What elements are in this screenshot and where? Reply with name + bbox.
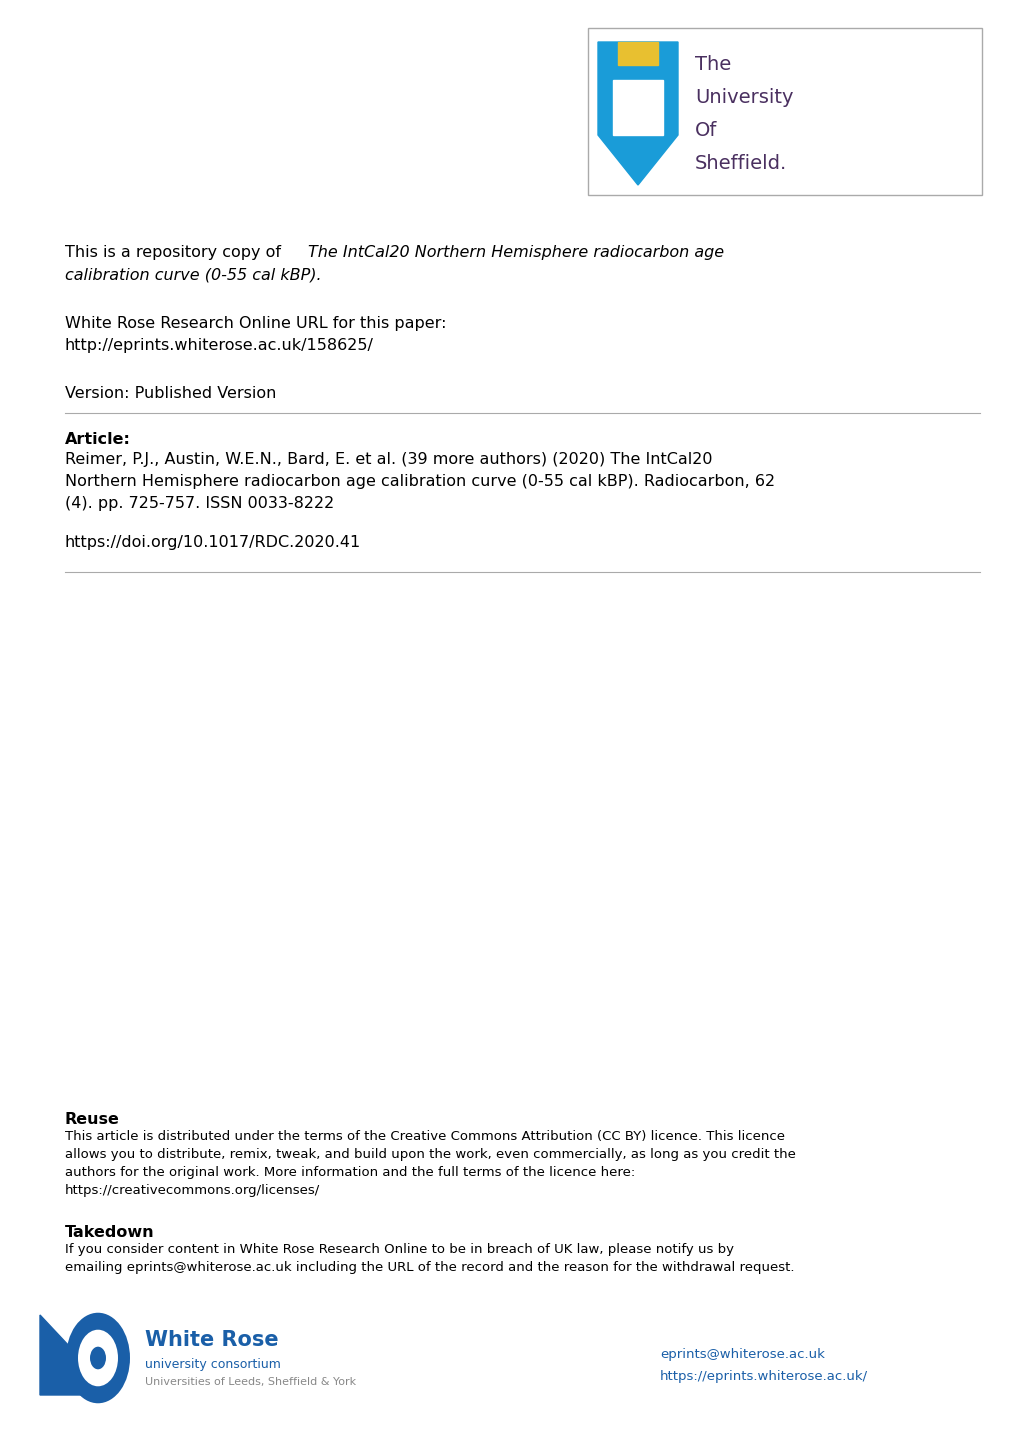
Text: http://eprints.whiterose.ac.uk/158625/: http://eprints.whiterose.ac.uk/158625/	[65, 338, 374, 354]
Text: The IntCal20 Northern Hemisphere radiocarbon age: The IntCal20 Northern Hemisphere radioca…	[308, 245, 723, 260]
Text: https://eprints.whiterose.ac.uk/: https://eprints.whiterose.ac.uk/	[659, 1369, 867, 1382]
Text: White Rose Research Online URL for this paper:: White Rose Research Online URL for this …	[65, 316, 446, 330]
Text: This article is distributed under the terms of the Creative Commons Attribution : This article is distributed under the te…	[65, 1130, 785, 1143]
Text: calibration curve (0-55 cal kBP).: calibration curve (0-55 cal kBP).	[65, 268, 321, 283]
Polygon shape	[618, 42, 657, 65]
Text: (4). pp. 725-757. ISSN 0033-8222: (4). pp. 725-757. ISSN 0033-8222	[65, 496, 334, 511]
Circle shape	[66, 1313, 129, 1403]
Text: https://doi.org/10.1017/RDC.2020.41: https://doi.org/10.1017/RDC.2020.41	[65, 535, 361, 550]
Text: Sheffield.: Sheffield.	[694, 154, 787, 173]
Text: allows you to distribute, remix, tweak, and build upon the work, even commercial: allows you to distribute, remix, tweak, …	[65, 1149, 795, 1162]
Text: Of: Of	[694, 121, 716, 140]
Polygon shape	[40, 1315, 115, 1395]
Text: If you consider content in White Rose Research Online to be in breach of UK law,: If you consider content in White Rose Re…	[65, 1242, 734, 1255]
Text: Universities of Leeds, Sheffield & York: Universities of Leeds, Sheffield & York	[145, 1377, 356, 1387]
Text: White Rose: White Rose	[145, 1330, 278, 1351]
Circle shape	[77, 1329, 118, 1387]
Text: University: University	[694, 88, 793, 107]
Text: university consortium: university consortium	[145, 1358, 280, 1371]
Bar	[587, 27, 981, 195]
Text: Article:: Article:	[65, 431, 130, 447]
Text: Version: Published Version: Version: Published Version	[65, 385, 276, 401]
Text: Northern Hemisphere radiocarbon age calibration curve (0-55 cal kBP). Radiocarbo: Northern Hemisphere radiocarbon age cali…	[65, 473, 774, 489]
Text: Takedown: Takedown	[65, 1225, 155, 1240]
Text: eprints@whiterose.ac.uk: eprints@whiterose.ac.uk	[659, 1348, 824, 1361]
Text: Reimer, P.J., Austin, W.E.N., Bard, E. et al. (39 more authors) (2020) The IntCa: Reimer, P.J., Austin, W.E.N., Bard, E. e…	[65, 452, 712, 468]
Text: emailing eprints@whiterose.ac.uk including the URL of the record and the reason : emailing eprints@whiterose.ac.uk includi…	[65, 1261, 794, 1274]
Polygon shape	[612, 79, 662, 136]
Text: The: The	[694, 55, 731, 74]
Circle shape	[90, 1346, 106, 1369]
Polygon shape	[597, 42, 678, 185]
Text: This is a repository copy of: This is a repository copy of	[65, 245, 286, 260]
Text: https://creativecommons.org/licenses/: https://creativecommons.org/licenses/	[65, 1185, 320, 1198]
Text: authors for the original work. More information and the full terms of the licenc: authors for the original work. More info…	[65, 1166, 635, 1179]
Text: Reuse: Reuse	[65, 1113, 120, 1127]
